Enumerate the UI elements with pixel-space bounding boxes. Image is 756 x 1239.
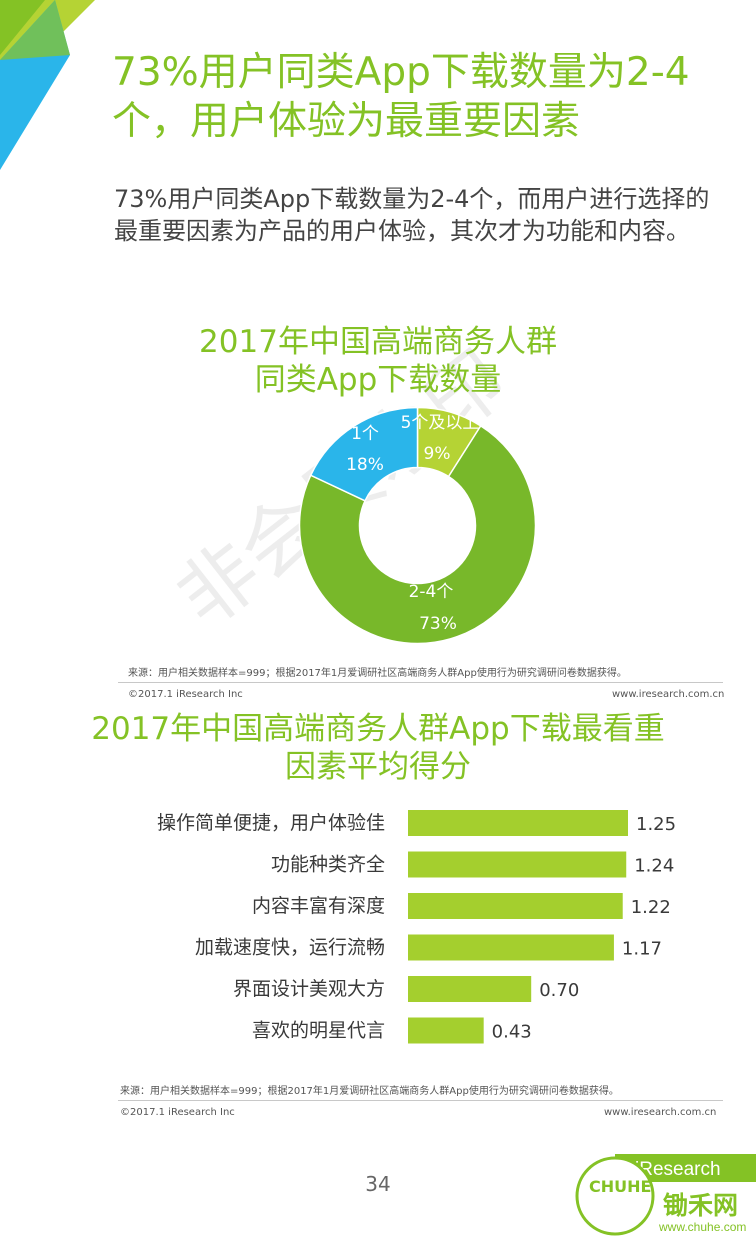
bar-category-label-2: 内容丰富有深度 bbox=[252, 895, 385, 917]
bar-category-label-0: 操作简单便捷，用户体验佳 bbox=[157, 812, 385, 834]
website-1: www.iresearch.com.cn bbox=[612, 689, 725, 700]
donut-title-line2: 同类App下载数量 bbox=[254, 362, 502, 398]
bar-chart-title: 2017年中国高端商务人群App下载最看重 因素平均得分 bbox=[0, 710, 756, 786]
bar-title-line2: 因素平均得分 bbox=[285, 749, 471, 785]
bar-5 bbox=[408, 1017, 484, 1044]
bar-category-label-3: 加载速度快，运行流畅 bbox=[195, 937, 385, 959]
source-note-1: 来源：用户相关数据样本=999；根据2017年1月爱调研社区高端商务人群App使… bbox=[128, 668, 627, 679]
donut-slice-2 bbox=[309, 406, 419, 502]
bar-category-label-5: 喜欢的明星代言 bbox=[252, 1020, 385, 1042]
bar-3 bbox=[408, 934, 614, 961]
bar-category-label-1: 功能种类齐全 bbox=[271, 854, 385, 876]
site-logo: iResearch CHUHE 锄禾网 www.chuhe.com bbox=[575, 1154, 756, 1236]
divider-1 bbox=[118, 682, 723, 683]
page-number: 34 bbox=[365, 1172, 391, 1196]
page-subtitle: 73%用户同类App下载数量为2-4个，而用户进行选择的最重要因素为产品的用户体… bbox=[114, 185, 710, 245]
bar-2 bbox=[408, 893, 623, 919]
divider-2 bbox=[118, 1100, 723, 1101]
bar-4 bbox=[408, 976, 532, 1002]
bar-value-label-3: 1.17 bbox=[622, 939, 662, 960]
donut-category-label-0: 5个及以上 bbox=[401, 413, 480, 433]
bar-0 bbox=[408, 810, 628, 836]
logo-site-text: www.chuhe.com bbox=[658, 1220, 746, 1234]
donut-chart-title: 2017年中国高端商务人群 同类App下载数量 bbox=[0, 323, 756, 399]
bar-value-label-2: 1.22 bbox=[631, 897, 671, 918]
donut-slice-1 bbox=[298, 424, 537, 645]
bar-value-label-5: 0.43 bbox=[492, 1022, 532, 1043]
bar-category-label-4: 界面设计美观大方 bbox=[233, 978, 385, 1000]
bar-value-label-0: 1.25 bbox=[636, 814, 676, 835]
page-title: 73%用户同类App下载数量为2-4个，用户体验为最重要因素 bbox=[112, 50, 690, 144]
logo-mark-text: CHUHE bbox=[589, 1177, 651, 1196]
copyright-1: ©2017.1 iResearch Inc bbox=[128, 689, 243, 700]
corner-decoration bbox=[0, 0, 95, 170]
bar-value-label-4: 0.70 bbox=[539, 980, 579, 1001]
logo-name-text: 锄禾网 bbox=[663, 1191, 738, 1220]
copyright-2: ©2017.1 iResearch Inc bbox=[120, 1107, 235, 1118]
donut-category-label-2: 1个 bbox=[351, 424, 379, 444]
donut-title-line1: 2017年中国高端商务人群 bbox=[199, 324, 557, 360]
bar-value-label-1: 1.24 bbox=[634, 856, 674, 877]
bar-1 bbox=[408, 851, 627, 878]
donut-value-label-0: 9% bbox=[424, 444, 451, 464]
donut-value-label-1: 73% bbox=[419, 614, 457, 634]
bar-title-line1: 2017年中国高端商务人群App下载最看重 bbox=[91, 711, 665, 747]
website-2: www.iresearch.com.cn bbox=[604, 1107, 717, 1118]
bar-chart: 操作简单便捷，用户体验佳 1.25 功能种类齐全 1.24 内容丰富有深度 1.22 加载速… bbox=[157, 810, 676, 1044]
source-note-2: 来源：用户相关数据样本=999；根据2017年1月爱调研社区高端商务人群App使… bbox=[120, 1086, 619, 1097]
donut-chart: 5个及以上 9% 2-4个 73% 1个 18% bbox=[298, 406, 537, 645]
logo-brand-text: iResearch bbox=[635, 1159, 721, 1180]
donut-category-label-1: 2-4个 bbox=[409, 582, 454, 602]
donut-value-label-2: 18% bbox=[346, 455, 384, 475]
